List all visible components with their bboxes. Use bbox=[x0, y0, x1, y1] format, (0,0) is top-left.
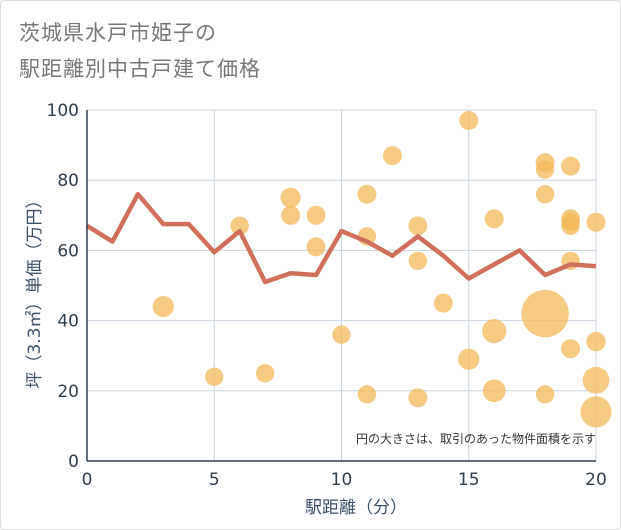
bubble-size-note: 円の大きさは、取引のあった物件面積を示す bbox=[356, 431, 596, 446]
bubble-point[interactable] bbox=[433, 293, 453, 313]
bubble-point[interactable] bbox=[255, 364, 275, 383]
bubble-point[interactable] bbox=[306, 237, 326, 257]
bubble-point[interactable] bbox=[408, 388, 428, 408]
chart-title-line-2: 駅距離別中古戸建て価格 bbox=[19, 57, 261, 81]
x-tick-label: 15 bbox=[458, 470, 480, 490]
x-tick-label: 0 bbox=[82, 470, 93, 490]
bubble-point[interactable] bbox=[482, 319, 507, 344]
bubble-point[interactable] bbox=[408, 251, 428, 271]
axes bbox=[86, 110, 596, 462]
bubble-point[interactable] bbox=[459, 111, 479, 131]
bubble-point[interactable] bbox=[280, 187, 301, 208]
bubble-point[interactable] bbox=[482, 379, 506, 403]
average-price-line bbox=[85, 191, 597, 285]
bubble-point[interactable] bbox=[535, 160, 555, 179]
y-tick-label: 40 bbox=[57, 312, 79, 332]
bubble-point[interactable] bbox=[152, 295, 174, 318]
x-tick-label: 20 bbox=[585, 470, 607, 490]
bubble-point[interactable] bbox=[484, 209, 504, 229]
x-tick-label: 10 bbox=[331, 470, 353, 490]
y-tick-label: 60 bbox=[57, 241, 79, 261]
bubble-point[interactable] bbox=[332, 325, 351, 344]
bubble-point[interactable] bbox=[535, 185, 555, 204]
bubble-point[interactable] bbox=[582, 366, 610, 394]
bubble-point[interactable] bbox=[458, 348, 480, 370]
bubble-point[interactable] bbox=[230, 216, 249, 236]
y-tick-label: 0 bbox=[68, 452, 79, 472]
grid-lines bbox=[87, 109, 597, 461]
x-axis-title: 駅距離（分） bbox=[305, 498, 407, 518]
bubble-point[interactable] bbox=[306, 205, 326, 225]
bubble-point[interactable] bbox=[561, 156, 581, 176]
chart-title: 茨城県水戸市姫子の 駅距離別中古戸建て価格 bbox=[19, 15, 261, 87]
average-line-series bbox=[85, 191, 597, 285]
bubble-point[interactable] bbox=[561, 216, 580, 236]
tick-labels: 0 20 40 60 80 100 0 5 10 15 20 bbox=[47, 101, 607, 490]
chart-title-line-1: 茨城県水戸市姫子の bbox=[19, 21, 217, 45]
bubble-point[interactable] bbox=[535, 385, 555, 404]
y-tick-label: 20 bbox=[57, 382, 79, 402]
bubble-point[interactable] bbox=[521, 289, 569, 338]
x-tick-label: 5 bbox=[209, 470, 220, 490]
bubble-point[interactable] bbox=[586, 331, 606, 352]
y-tick-label: 100 bbox=[47, 101, 79, 121]
bubble-point[interactable] bbox=[561, 339, 581, 359]
y-tick-label: 80 bbox=[57, 171, 79, 191]
bubble-point[interactable] bbox=[357, 385, 377, 404]
bubble-point[interactable] bbox=[357, 184, 377, 204]
bubble-series bbox=[152, 111, 612, 428]
y-axis-title: 坪（3.3㎡）単価（万円） bbox=[25, 191, 45, 388]
bubble-point[interactable] bbox=[586, 212, 606, 232]
bubble-point[interactable] bbox=[205, 367, 224, 386]
bubble-point[interactable] bbox=[580, 396, 612, 428]
bubble-point[interactable] bbox=[281, 205, 301, 225]
bubble-point[interactable] bbox=[382, 146, 402, 166]
bubble-point[interactable] bbox=[408, 216, 428, 236]
